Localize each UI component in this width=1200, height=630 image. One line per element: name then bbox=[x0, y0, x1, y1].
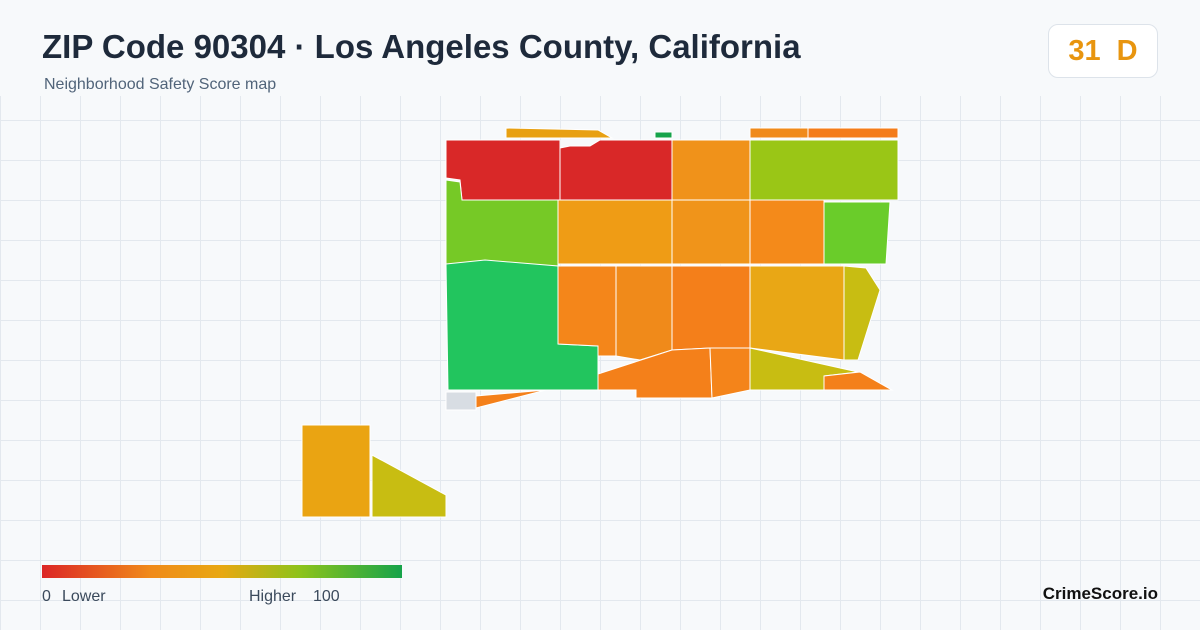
subtitle: Neighborhood Safety Score map bbox=[44, 76, 277, 93]
region bbox=[823, 371, 894, 391]
region bbox=[749, 265, 845, 361]
region bbox=[301, 424, 371, 518]
region bbox=[671, 199, 751, 265]
region bbox=[654, 131, 673, 139]
region bbox=[557, 265, 617, 357]
region bbox=[749, 127, 809, 139]
region bbox=[445, 139, 561, 201]
region bbox=[671, 265, 751, 351]
region bbox=[671, 139, 751, 201]
legend-max: 100 bbox=[313, 588, 340, 605]
region bbox=[371, 454, 447, 518]
region bbox=[615, 265, 673, 361]
legend-min: 0 bbox=[42, 588, 51, 605]
legend-min-label: Lower bbox=[62, 588, 106, 605]
score-grade: D bbox=[1116, 34, 1138, 67]
region bbox=[823, 201, 891, 265]
region bbox=[505, 127, 614, 139]
legend-max-label: Higher bbox=[249, 588, 297, 605]
region bbox=[709, 347, 751, 399]
region bbox=[475, 389, 547, 409]
score-badge: 31 D bbox=[1048, 24, 1158, 78]
score-value: 31 bbox=[1068, 34, 1101, 67]
brand: CrimeScore.io bbox=[1042, 584, 1158, 603]
region bbox=[843, 265, 881, 361]
region bbox=[749, 139, 899, 201]
region bbox=[559, 139, 673, 201]
region bbox=[807, 127, 899, 139]
region bbox=[557, 199, 673, 265]
region bbox=[597, 347, 713, 399]
title: ZIP Code 90304 · Los Angeles County, Cal… bbox=[42, 28, 801, 65]
region bbox=[749, 199, 825, 265]
legend-gradient bbox=[42, 565, 402, 578]
region bbox=[445, 391, 477, 411]
